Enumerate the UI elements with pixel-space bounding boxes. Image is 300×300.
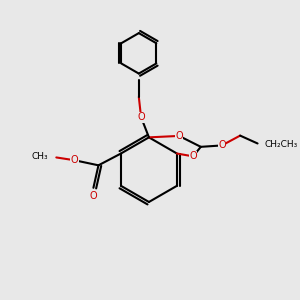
- Text: O: O: [189, 152, 197, 161]
- Text: O: O: [175, 131, 183, 141]
- Text: O: O: [89, 191, 97, 201]
- Text: CH₂CH₃: CH₂CH₃: [265, 140, 298, 149]
- Text: O: O: [218, 140, 226, 150]
- Text: O: O: [71, 155, 78, 165]
- Text: CH₃: CH₃: [31, 152, 48, 161]
- Text: O: O: [137, 112, 145, 122]
